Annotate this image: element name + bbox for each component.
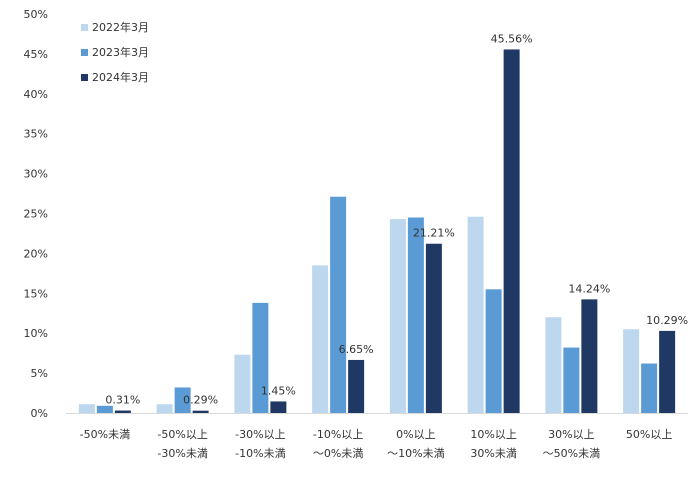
x-axis: -50%未満 -50%以上 -30%未満 -30%以上 -10%未満 -10%以上 ～0%未… <box>80 428 673 460</box>
x-tick-label: -30%未満 <box>157 447 207 460</box>
y-tick-label: 15% <box>24 287 48 300</box>
data-label: 0.31% <box>105 394 140 407</box>
legend: 2022年3月 2023年3月 2024年3月 <box>81 20 149 84</box>
bar <box>270 401 287 413</box>
bar <box>192 410 209 413</box>
x-tick-label: -10%未満 <box>235 447 285 460</box>
bar <box>389 219 406 413</box>
data-label: 0.29% <box>183 394 218 407</box>
legend-swatch <box>81 74 88 81</box>
bar <box>348 359 365 413</box>
x-tick-label: ～50%未満 <box>543 447 600 460</box>
x-tick-label: ～0%未満 <box>313 447 363 460</box>
bar <box>174 387 191 413</box>
x-tick-label: -50%未満 <box>80 428 130 441</box>
x-tick-label: 30%未満 <box>470 447 516 460</box>
bar <box>641 363 658 413</box>
bar <box>659 330 676 413</box>
data-label: 10.29% <box>646 314 688 327</box>
x-tick-label: -10%以上 <box>313 428 363 441</box>
data-label: 45.56% <box>491 32 533 45</box>
bar <box>467 216 484 413</box>
y-tick-label: 40% <box>24 88 48 101</box>
y-tick-label: 10% <box>24 327 48 340</box>
y-tick-label: 0% <box>31 407 48 420</box>
data-label: 14.24% <box>568 282 610 295</box>
y-tick-label: 5% <box>31 367 48 380</box>
legend-swatch <box>81 24 88 31</box>
bar <box>252 302 269 413</box>
y-tick-label: 25% <box>24 208 48 221</box>
bar <box>78 404 95 413</box>
bar <box>114 410 131 413</box>
y-tick-label: 35% <box>24 128 48 141</box>
data-label: 6.65% <box>339 343 374 356</box>
bar <box>330 196 347 413</box>
x-tick-label: 50%以上 <box>626 428 672 441</box>
data-label: 1.45% <box>261 384 296 397</box>
bar <box>503 49 520 413</box>
bar <box>407 217 424 413</box>
bar <box>545 317 562 413</box>
y-axis: 0% 5% 10% 15% 20% 25% 30% 35% 40% 45% 50% <box>24 8 688 420</box>
bar <box>623 329 640 413</box>
data-label: 21.21% <box>413 227 455 240</box>
y-tick-label: 30% <box>24 168 48 181</box>
bar <box>425 243 442 413</box>
x-tick-label: 10%以上 <box>470 428 516 441</box>
legend-label: 2023年3月 <box>92 45 149 59</box>
data-labels: 0.31% 0.29% 1.45% 6.65% 21.21% 45.56% 14.24% 10… <box>105 32 688 406</box>
bars <box>78 49 676 413</box>
y-tick-label: 45% <box>24 48 48 61</box>
bar <box>96 405 113 413</box>
bar <box>581 299 598 413</box>
legend-label: 2022年3月 <box>92 20 149 34</box>
x-tick-label: -50%以上 <box>157 428 207 441</box>
legend-label: 2024年3月 <box>92 70 149 84</box>
y-tick-label: 20% <box>24 247 48 260</box>
x-tick-label: ～10%未満 <box>387 447 444 460</box>
bar <box>156 404 173 413</box>
bar <box>234 354 251 413</box>
legend-swatch <box>81 49 88 56</box>
bar <box>485 289 502 413</box>
bar <box>563 347 580 413</box>
x-tick-label: -30%以上 <box>235 428 285 441</box>
x-tick-label: 0%以上 <box>396 428 435 441</box>
y-tick-label: 50% <box>24 8 48 21</box>
x-tick-label: 30%以上 <box>548 428 594 441</box>
bar <box>312 265 329 413</box>
